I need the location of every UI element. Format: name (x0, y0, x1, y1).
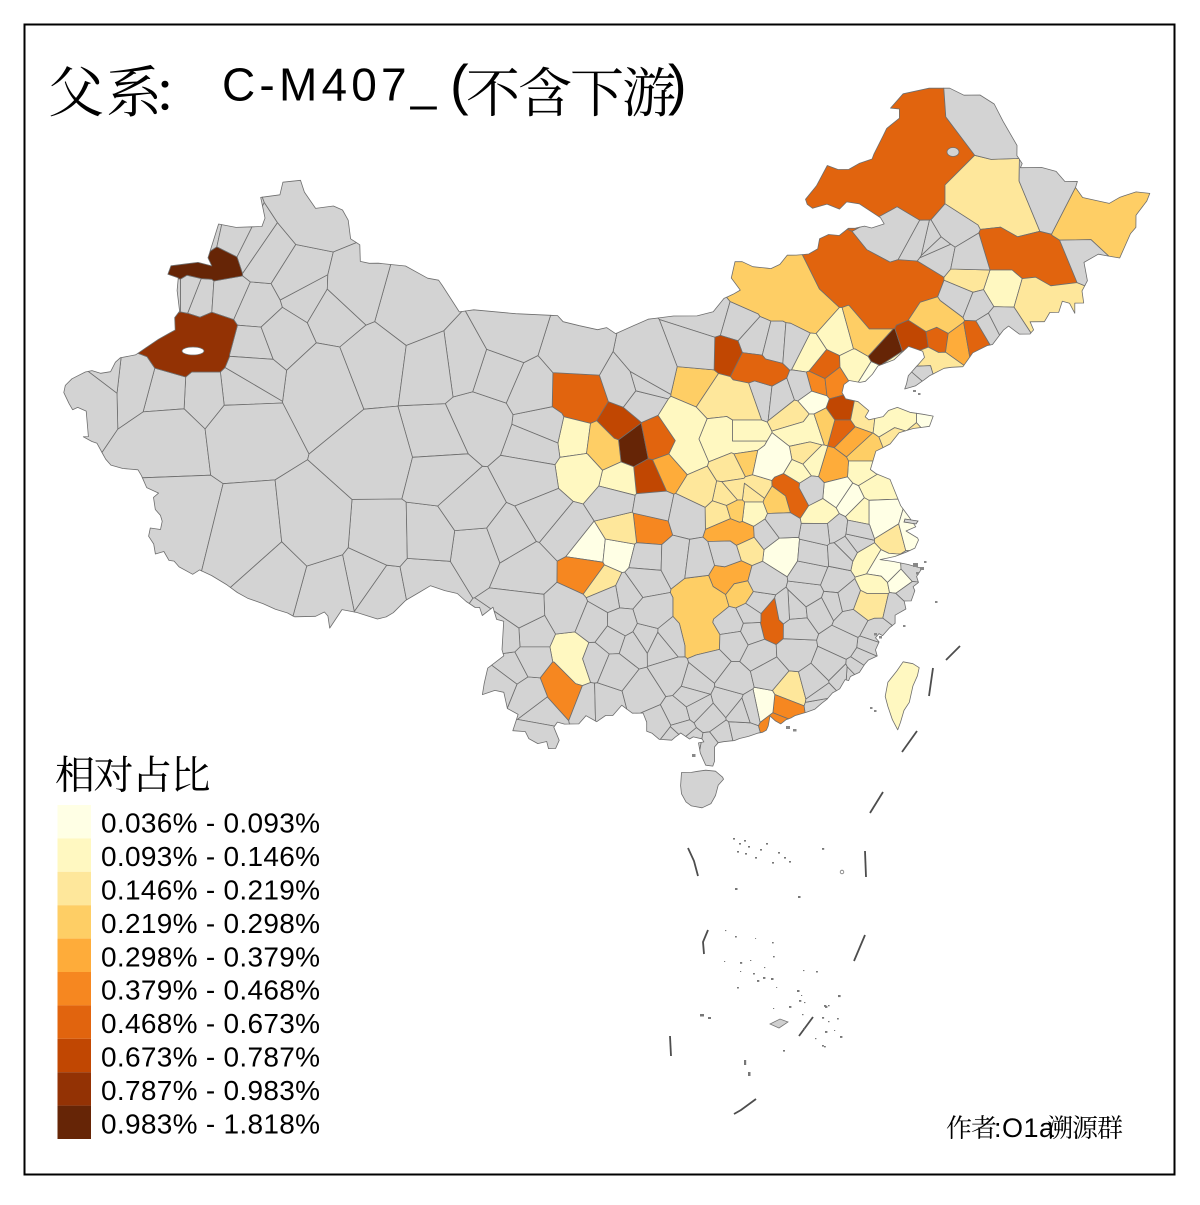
svg-text:0.983% - 1.818%: 0.983% - 1.818% (101, 1108, 320, 1139)
svg-text:(: ( (450, 53, 469, 116)
svg-text:0.298% - 0.379%: 0.298% - 0.379% (101, 941, 320, 972)
svg-text:0.787% - 0.983%: 0.787% - 0.983% (101, 1075, 320, 1106)
svg-text:0.379% - 0.468%: 0.379% - 0.468% (101, 975, 320, 1006)
svg-text:0.673% - 0.787%: 0.673% - 0.787% (101, 1042, 320, 1073)
svg-text:0.219% - 0.298%: 0.219% - 0.298% (101, 908, 320, 939)
svg-text:0.146% - 0.219%: 0.146% - 0.219% (101, 875, 320, 906)
svg-text:C-M407_: C-M407_ (222, 59, 441, 111)
svg-text::O1a: :O1a (994, 1113, 1055, 1143)
svg-text:0.093% - 0.146%: 0.093% - 0.146% (101, 841, 320, 872)
svg-text:): ) (668, 53, 687, 116)
svg-text:0.036% - 0.093%: 0.036% - 0.093% (101, 808, 320, 839)
svg-text:0.468% - 0.673%: 0.468% - 0.673% (101, 1008, 320, 1039)
